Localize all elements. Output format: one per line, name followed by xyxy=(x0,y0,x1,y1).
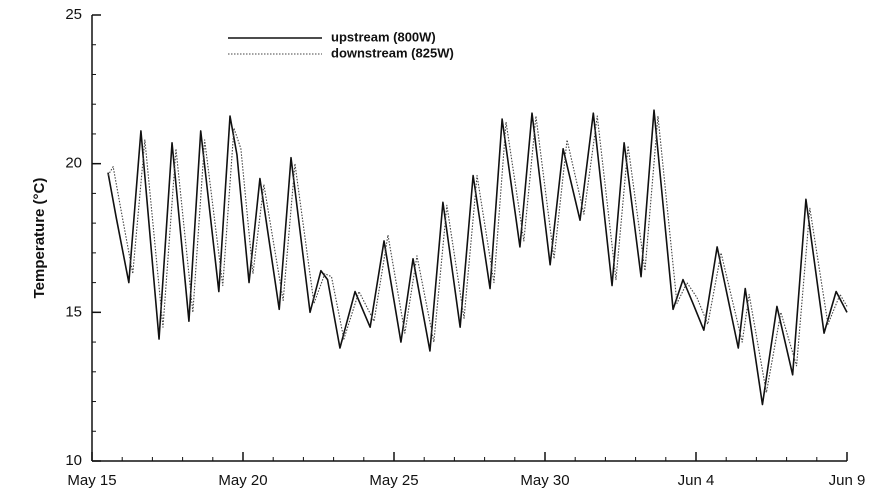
x-tick-label: May 25 xyxy=(369,472,418,489)
y-tick-label: 15 xyxy=(65,303,82,320)
y-tick-label: 25 xyxy=(65,6,82,23)
y-tick-label: 10 xyxy=(65,452,82,469)
x-tick-label: May 30 xyxy=(520,472,569,489)
y-axis-title: Temperature (°C) xyxy=(31,178,48,299)
data-line xyxy=(107,115,848,394)
y-tick-label: 20 xyxy=(65,155,82,172)
x-tick-label: Jun 9 xyxy=(829,472,866,489)
x-tick-label: May 20 xyxy=(218,472,267,489)
legend-label: upstream (800W) xyxy=(331,29,436,44)
data-line xyxy=(107,109,848,406)
legend-label: downstream (825W) xyxy=(331,45,454,60)
x-tick-label: May 15 xyxy=(67,472,116,489)
x-tick-label: Jun 4 xyxy=(678,472,715,489)
